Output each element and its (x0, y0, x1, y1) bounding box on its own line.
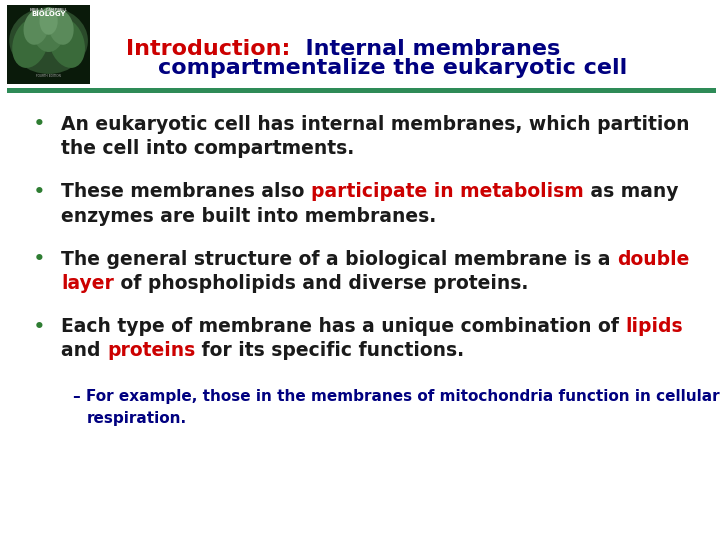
Text: of phospholipids and diverse proteins.: of phospholipids and diverse proteins. (114, 274, 528, 293)
Ellipse shape (48, 10, 73, 45)
Text: and: and (61, 341, 107, 361)
Ellipse shape (24, 10, 49, 45)
Text: the cell into compartments.: the cell into compartments. (61, 139, 354, 158)
Ellipse shape (33, 9, 64, 52)
Text: compartmentalize the eukaryotic cell: compartmentalize the eukaryotic cell (158, 57, 627, 78)
Ellipse shape (49, 18, 85, 68)
Text: double: double (617, 249, 690, 269)
Text: BIOLOGY: BIOLOGY (32, 11, 66, 17)
Text: An eukaryotic cell has internal membranes, which partition: An eukaryotic cell has internal membrane… (61, 114, 690, 134)
Text: •: • (33, 316, 46, 337)
Text: For example, those in the membranes of mitochondria function in cellular: For example, those in the membranes of m… (86, 389, 720, 404)
Text: for its specific functions.: for its specific functions. (195, 341, 464, 361)
Text: as many: as many (584, 182, 678, 201)
Text: These membranes also: These membranes also (61, 182, 311, 201)
Text: participate in metabolism: participate in metabolism (311, 182, 584, 201)
Text: NEIL A. CAMPBELL: NEIL A. CAMPBELL (30, 8, 67, 12)
Text: •: • (33, 249, 46, 269)
Text: lipids: lipids (626, 317, 683, 336)
Text: FOURTH EDITION: FOURTH EDITION (36, 75, 61, 78)
Ellipse shape (9, 8, 88, 74)
Ellipse shape (40, 8, 58, 35)
Text: The general structure of a biological membrane is a: The general structure of a biological me… (61, 249, 617, 269)
Text: proteins: proteins (107, 341, 195, 361)
Text: Introduction:: Introduction: (126, 38, 290, 59)
Text: layer: layer (61, 274, 114, 293)
Text: •: • (33, 114, 46, 134)
Text: Internal membranes: Internal membranes (290, 38, 561, 59)
Ellipse shape (12, 18, 48, 68)
Text: •: • (33, 181, 46, 202)
Bar (7, 87, 716, 93)
Text: enzymes are built into membranes.: enzymes are built into membranes. (61, 206, 436, 226)
Text: Each type of membrane has a unique combination of: Each type of membrane has a unique combi… (61, 317, 626, 336)
Text: –: – (72, 389, 80, 404)
Text: respiration.: respiration. (86, 411, 186, 426)
